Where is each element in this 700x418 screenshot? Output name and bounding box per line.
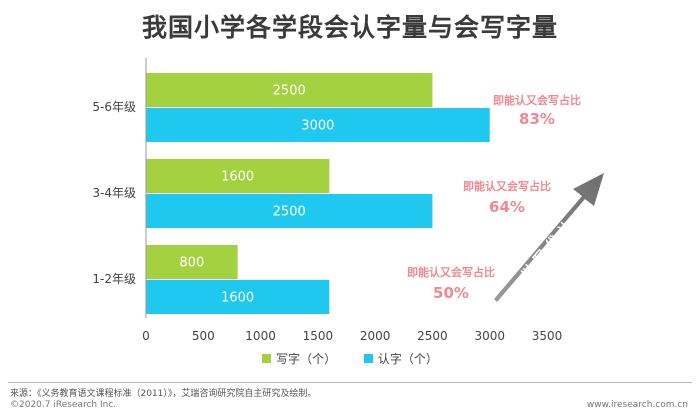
category-label: 5-6年级: [92, 100, 136, 114]
trend-arrow-label: 以写代认: [518, 214, 580, 282]
x-axis: 0 500 1000 1500 2000 2500 3000 3500: [142, 329, 562, 343]
bar-recognize-0: [146, 108, 490, 142]
bar-recognize-2: [146, 280, 330, 314]
footer-copyright: ©2020.7 iResearch Inc.: [10, 400, 117, 410]
x-tick-label: 1500: [303, 329, 334, 343]
footer-divider: [8, 382, 692, 383]
bar-write-2: [146, 245, 238, 279]
annotation-value: 50%: [433, 284, 469, 302]
legend: 写字（个） 认字（个）: [0, 350, 700, 367]
footer-source: 来源：《义务教育语文课程标准（2011）》，艾瑞咨询研究院自主研究及绘制。: [10, 389, 317, 399]
bar-write-0: [146, 73, 433, 107]
annotation-value: 83%: [519, 110, 555, 128]
x-tick-label: 2000: [360, 329, 391, 343]
bar-value-label: 3000: [301, 119, 334, 134]
x-tick-label: 2500: [417, 329, 448, 343]
legend-item-recognize: 认字（个）: [363, 350, 438, 367]
bar-write-1: [146, 159, 330, 193]
x-tick-label: 0: [142, 329, 150, 343]
annotation-value: 64%: [489, 198, 525, 216]
bar-value-label: 2500: [273, 84, 306, 99]
legend-label-recognize: 认字（个）: [377, 352, 438, 366]
x-tick-label: 3500: [532, 329, 563, 343]
category-label: 1-2年级: [92, 272, 136, 286]
annotation-label: 即能认又会写占比: [407, 265, 495, 279]
bars-group: 2500 3000 1600 2500 800 1600: [146, 73, 490, 314]
legend-swatch-recognize: [363, 354, 373, 363]
legend-label-write: 写字（个）: [276, 352, 337, 366]
x-tick-label: 3000: [474, 329, 505, 343]
x-tick-label: 500: [192, 329, 215, 343]
annotations: 即能认又会写占比 83% 即能认又会写占比 64% 即能认又会写占比 50%: [407, 93, 581, 302]
chart-title: 我国小学各学段会认字量与会写字量: [141, 13, 558, 42]
category-label: 3-4年级: [92, 186, 136, 200]
legend-swatch-write: [262, 354, 272, 363]
footer-website: www.iresearch.com.cn: [586, 400, 688, 410]
bar-value-label: 1600: [221, 170, 254, 185]
bar-value-label: 1600: [221, 291, 254, 306]
bar-value-label: 2500: [273, 205, 306, 220]
bar-value-label: 800: [179, 256, 204, 271]
bar-recognize-1: [146, 194, 433, 228]
trend-arrow-shape: [494, 173, 604, 302]
annotation-label: 即能认又会写占比: [463, 179, 551, 193]
legend-item-write: 写字（个）: [262, 350, 336, 367]
x-tick-label: 1000: [245, 329, 276, 343]
category-labels: 5-6年级 3-4年级 1-2年级: [92, 58, 147, 318]
annotation-label: 即能认又会写占比: [493, 93, 581, 107]
